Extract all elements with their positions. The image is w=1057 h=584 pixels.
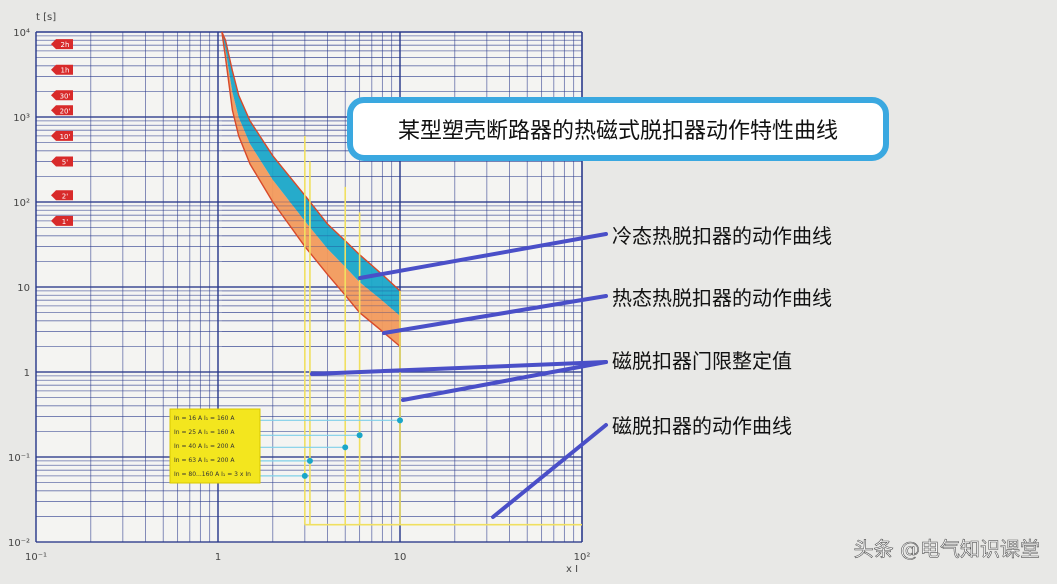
magnetic-trip-point: [301, 472, 308, 479]
magnetic-trip-point: [356, 432, 363, 439]
time-marker-label: 2h: [61, 41, 70, 49]
x-tick-label: 10⁻¹: [25, 552, 47, 563]
annotation-magnetic-threshold: 磁脱扣器门限整定值: [612, 349, 792, 373]
time-marker-label: 2': [62, 192, 68, 200]
y-tick-label: 1: [24, 368, 30, 379]
chart-title: 某型塑壳断路器的热磁式脱扣器动作特性曲线: [398, 119, 838, 144]
legend-entry-4: In = 63 A I₁ = 200 A: [174, 457, 235, 464]
cold-curve-line: [221, 31, 401, 292]
magnetic-trip-point: [306, 457, 313, 464]
magnetic-trip-point: [397, 417, 403, 424]
callout-line: [491, 423, 608, 519]
annotation-hot-curve: 热态热脱扣器的动作曲线: [612, 286, 832, 310]
y-axis-label: t [s]: [36, 12, 56, 23]
legend-entry-3: In = 40 A I₁ = 200 A: [174, 443, 235, 450]
curve-bands: [221, 31, 401, 373]
y-tick-label: 10: [17, 283, 30, 294]
time-marker: [51, 105, 73, 116]
legend-box: In = 16 A I₁ = 160 A In = 25 A I₁ = 160 …: [169, 408, 261, 484]
hot-curve-band: [221, 32, 400, 347]
time-marker: [51, 130, 73, 141]
watermark: 头条 @电气知识课堂: [854, 537, 1040, 561]
time-marker: [51, 215, 73, 226]
time-marker: [51, 90, 73, 101]
time-marker-label: 1h: [61, 67, 70, 75]
annotation-magnetic-curve: 磁脱扣器的动作曲线: [612, 414, 792, 438]
y-tick-label: 10²: [13, 198, 30, 209]
time-marker: [51, 64, 73, 75]
time-marker-label: 20': [60, 107, 71, 115]
time-marker: [51, 190, 73, 201]
legend-entry-5: In = 80...160 A I₁ = 3 x In: [174, 471, 251, 478]
callout-line: [382, 294, 608, 335]
callout-line: [401, 360, 608, 402]
time-marker: [51, 39, 73, 50]
x-axis-label: x I: [566, 564, 578, 575]
time-markers: 2h 1h 30' 20' 10' 5' 2' 1': [51, 39, 73, 226]
magnetic-trip-point: [342, 444, 349, 451]
callout-lines: [310, 232, 608, 519]
time-marker: [51, 156, 73, 167]
callout-line: [358, 232, 608, 280]
time-marker-label: 30': [60, 92, 71, 100]
x-tick-label: 10²: [574, 552, 591, 563]
time-marker-label: 5': [62, 158, 68, 166]
cold-curve-band: [221, 32, 400, 316]
callout-line: [310, 360, 608, 376]
time-marker-label: 1': [62, 218, 68, 226]
time-marker-label: 10': [60, 133, 71, 141]
title-box: 某型塑壳断路器的热磁式脱扣器动作特性曲线: [347, 97, 889, 161]
x-tick-label: 1: [215, 552, 221, 563]
y-tick-label: 10⁴: [13, 28, 30, 39]
hot-curve-line: [221, 31, 401, 347]
y-tick-label: 10⁻¹: [8, 453, 30, 464]
y-tick-label: 10⁻²: [8, 538, 30, 549]
tick-labels: 10⁻¹ 1 10 10² 10⁴ 10³ 10² 10 1 10⁻¹ 10⁻²: [8, 28, 590, 563]
x-tick-label: 10: [394, 552, 407, 563]
legend-entry-1: In = 16 A I₁ = 160 A: [174, 415, 235, 422]
y-tick-label: 10³: [13, 113, 30, 124]
annotation-cold-curve: 冷态热脱扣器的动作曲线: [612, 224, 832, 248]
legend-entry-2: In = 25 A I₁ = 160 A: [174, 429, 235, 436]
